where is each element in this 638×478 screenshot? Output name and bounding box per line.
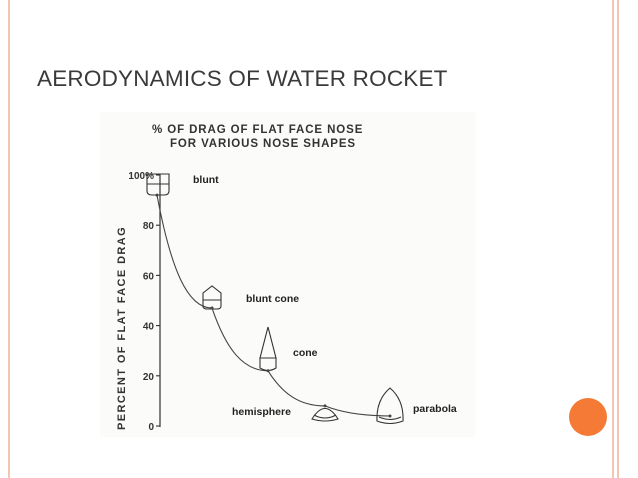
y-tick-label: 0 <box>148 422 154 433</box>
nose-shape-4 <box>376 387 404 425</box>
shape-label-3: hemisphere <box>232 406 291 418</box>
nose-shape-detail-4 <box>378 416 402 421</box>
drag-curve <box>156 194 391 417</box>
y-tick-label: 40 <box>143 322 155 333</box>
data-point-0 <box>155 193 159 197</box>
data-point-4 <box>388 414 392 418</box>
nose-shape-detail-3 <box>313 414 337 419</box>
drag-chart-figure: % OF DRAG OF FLAT FACE NOSE FOR VARIOUS … <box>100 112 475 437</box>
drag-chart: % OF DRAG OF FLAT FACE NOSE FOR VARIOUS … <box>116 124 457 433</box>
shape-label-1: blunt cone <box>246 293 299 305</box>
chart-subtitle: FOR VARIOUS NOSE SHAPES <box>170 138 356 150</box>
nose-shape-0 <box>146 173 170 196</box>
slide-frame-left <box>8 0 10 478</box>
shape-labels: blunt blunt cone cone hemisphere parabola <box>193 174 457 418</box>
shape-label-4: parabola <box>413 403 457 415</box>
chart-title: % OF DRAG OF FLAT FACE NOSE <box>152 124 363 136</box>
slide-frame-right <box>612 0 614 478</box>
nose-shape-3 <box>311 407 339 422</box>
y-tick-label: 60 <box>143 271 155 282</box>
y-tick-label: 80 <box>143 221 155 232</box>
data-point-2 <box>266 369 270 373</box>
y-axis-label: PERCENT OF FLAT FACE DRAG <box>116 226 128 430</box>
nose-shape-detail-2 <box>259 358 277 372</box>
nose-shape-1 <box>202 285 222 310</box>
y-axis-ticks: 0 20 40 60 80 100% <box>128 171 160 433</box>
nose-shape-2 <box>259 326 277 359</box>
data-point-3 <box>323 404 327 408</box>
shape-label-2: cone <box>293 347 318 359</box>
data-point-1 <box>210 306 214 310</box>
data-points <box>155 193 392 418</box>
y-tick-label: 100% <box>128 171 154 182</box>
shape-label-0: blunt <box>193 174 219 186</box>
slide-title: AERODYNAMICS OF WATER ROCKET <box>37 66 448 91</box>
accent-circle <box>569 398 607 436</box>
slide-frame-right-inner <box>617 0 619 478</box>
y-tick-label: 20 <box>143 372 155 383</box>
